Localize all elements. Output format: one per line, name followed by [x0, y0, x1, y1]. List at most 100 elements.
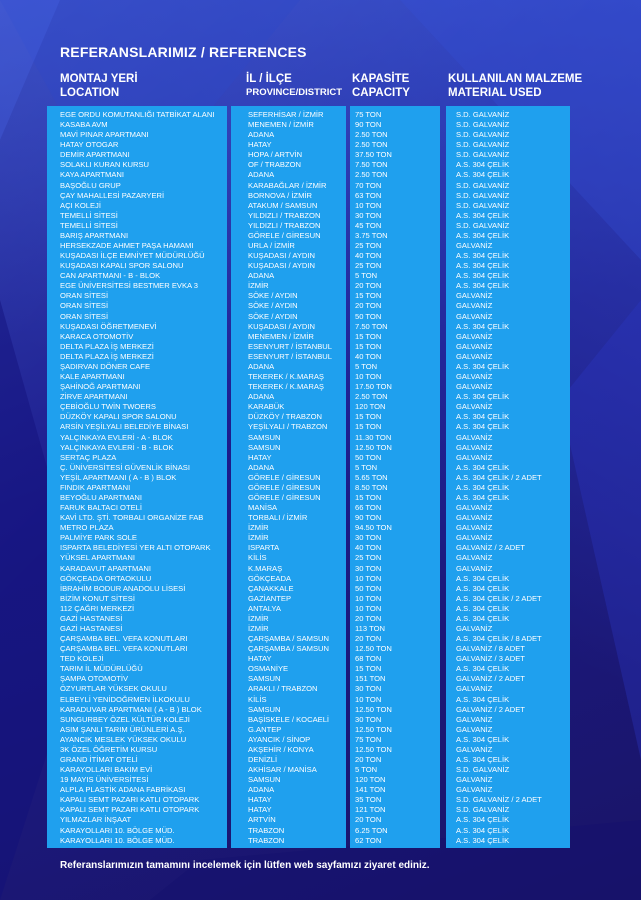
province-cell: GAZİANTEP [248, 593, 292, 603]
column-province-panel [231, 106, 346, 848]
location-cell: PALMİYE PARK SOLE [60, 533, 137, 543]
location-cell: ÇEBİOĞLU TWİN TWOERS [60, 402, 156, 412]
capacity-cell: 75 TON [355, 110, 382, 119]
table-row: MAVİ PINAR APARTMANI ADANA 2.50 TON S.D. GA… [0, 130, 641, 140]
province-cell: KARABAĞLAR / İZMİR [248, 180, 327, 190]
capacity-cell: 15 TON [355, 412, 382, 422]
table-row: DEMİR APARTMANI HOPA / ARTVİN 37.50 TON S.D… [0, 150, 641, 160]
province-cell: ISPARTA [248, 543, 280, 553]
material-cell: A.S. 304 ÇELİK [456, 492, 510, 502]
location-cell: KAYA APARTMANI [60, 170, 125, 180]
location-cell: AÇI KOLEJİ [60, 200, 101, 210]
province-cell: ADANA [248, 361, 275, 371]
location-cell: Ç. ÜNİVERSİTESİ GÜVENLİK BİNASI [60, 462, 190, 472]
capacity-cell: 20 TON [355, 281, 382, 291]
capacity-cell: 10 TON [355, 593, 382, 603]
table-row: KAPALI SEMT PAZARI KATLI OTOPARK HATAY 35 … [0, 795, 641, 805]
province-cell: GÖRELE / GİRESUN [248, 482, 321, 492]
location-cell: ORAN SİTESİ [60, 291, 109, 301]
table-row: ASIM ŞANLI TARIM ÜRÜNLERİ A.Ş. G.ANTEP 12.… [0, 725, 641, 735]
location-cell: ZİRVE APARTMANI [60, 392, 128, 402]
capacity-cell: 12.50 TON [355, 442, 392, 452]
province-cell: AYANCIK / SİNOP [248, 734, 311, 744]
material-cell: GALVANİZ / 8 ADET [456, 644, 525, 654]
province-cell: SAMSUN [248, 704, 281, 714]
location-cell: YALÇINKAYA EVLERİ - B - BLOK [60, 442, 174, 452]
table-row: DELTA PLAZA İŞ MERKEZİ ESENYURT / İSTANBU… [0, 342, 641, 352]
capacity-cell: 70 TON [355, 180, 382, 190]
capacity-cell: 151 TON [355, 674, 386, 684]
location-cell: ORAN SİTESİ [60, 311, 109, 321]
location-cell: KALE APARTMANI [60, 372, 125, 382]
table-row: KUŞADASI KAPALI SPOR SALONU KUŞADASI / AY… [0, 261, 641, 271]
capacity-cell: 20 TON [355, 613, 382, 623]
table-row: KARAYOLLARI BAKIM EVİ AKHİSAR / MANİSA 5 T… [0, 765, 641, 775]
capacity-cell: 15 TON [355, 492, 382, 502]
capacity-cell: 15 TON [355, 664, 382, 674]
table-row: BEYOĞLU APARTMANI GÖRELE / GİRESUN 15 TON A… [0, 493, 641, 503]
capacity-cell: 12.50 TON [355, 644, 392, 654]
capacity-cell: 40 TON [355, 543, 382, 553]
capacity-cell: 10 TON [355, 603, 382, 613]
material-cell: GALVANİZ [456, 775, 493, 785]
province-cell: ARAKLI / TRABZON [248, 684, 318, 694]
location-cell: ŞAHİNOĞ APARTMANI [60, 382, 141, 392]
capacity-cell: 15 TON [355, 331, 382, 341]
location-cell: KUŞADASI KAPALI SPOR SALONU [60, 261, 184, 271]
material-cell: A.S. 304 ÇELİK [456, 230, 510, 240]
table-row: KAPALI SEMT PAZARI KATLI OTOPARK HATAY 121… [0, 805, 641, 815]
location-cell: ELBEYLİ YENİDOĞRMEN İLKOKULU [60, 694, 190, 704]
capacity-cell: 30 TON [355, 563, 382, 573]
location-cell: METRO PLAZA [60, 523, 114, 533]
capacity-cell: 12.50 TON [355, 744, 392, 754]
material-cell: A.S. 304 ÇELİK [456, 835, 510, 845]
table-row: SUNGURBEY ÖZEL KÜLTÜR KOLEJİ BAŞİSKELE / … [0, 715, 641, 725]
location-cell: AYANCIK MESLEK YÜKSEK OKULU [60, 734, 187, 744]
capacity-cell: 68 TON [355, 654, 382, 664]
capacity-cell: 11.30 TON [355, 432, 392, 442]
material-cell: GALVANİZ [456, 341, 493, 351]
province-cell: YILDIZLI / TRABZON [248, 220, 321, 230]
province-cell: SAMSUN [248, 442, 281, 452]
material-cell: A.S. 304 ÇELİK [456, 462, 510, 472]
location-cell: BEYOĞLU APARTMANI [60, 492, 143, 502]
province-cell: DENİZLİ [248, 755, 278, 764]
province-cell: HATAY [248, 795, 272, 805]
table-row: TEMELLİ SİTESİ YILDIZLI / TRABZON 45 TON S.… [0, 221, 641, 231]
location-cell: DEMİR APARTMANI [60, 150, 130, 160]
province-cell: GÖKÇEADA [248, 573, 292, 583]
material-cell: GALVANİZ / 2 ADET [456, 674, 525, 684]
page-title: REFERANSLARIMIZ / REFERENCES [60, 44, 307, 60]
material-cell: A.S. 304 ÇELİK [456, 573, 510, 583]
capacity-cell: 141 TON [355, 785, 386, 795]
material-cell: A.S. 304 ÇELİK [456, 422, 510, 432]
capacity-cell: 5 TON [355, 271, 378, 281]
material-cell: A.S. 304 ÇELİK [456, 271, 510, 281]
location-cell: YALÇINKAYA EVLERİ - A - BLOK [60, 432, 173, 442]
province-cell: ESENYURT / İSTANBUL [248, 341, 332, 351]
material-cell: A.S. 304 ÇELİK [456, 412, 510, 422]
material-cell: A.S. 304 ÇELİK [456, 210, 510, 220]
province-cell: KİLİS [248, 553, 267, 563]
location-cell: 19 MAYIS ÜNİVERSİTESİ [60, 775, 149, 785]
capacity-cell: 45 TON [355, 220, 382, 230]
capacity-cell: 30 TON [355, 533, 382, 543]
capacity-cell: 30 TON [355, 714, 382, 724]
material-cell: GALVANİZ [456, 523, 493, 533]
capacity-cell: 20 TON [355, 755, 382, 764]
table-row: TED KOLEJİ HATAY 68 TON GALVANİZ / 3 ADET [0, 654, 641, 664]
table-row: ÇAY MAHALLESİ PAZARYERİ BORNOVA / İZMİR 63… [0, 191, 641, 201]
capacity-cell: 90 TON [355, 513, 382, 523]
material-cell: GALVANİZ / 2 ADET [456, 704, 525, 714]
material-cell: S.D. GALVANİZ [456, 150, 510, 160]
capacity-cell: 2.50 TON [355, 130, 388, 140]
location-cell: KUŞADASI ÖĞRETMENEVİ [60, 321, 157, 331]
province-cell: URLA / İZMİR [248, 241, 295, 251]
column-capacity-panel [350, 106, 440, 848]
location-cell: BİZİM KONUT SİTESİ [60, 593, 135, 603]
province-cell: TORBALI / İZMİR [248, 513, 308, 523]
province-cell: YILDIZLI / TRABZON [248, 210, 321, 220]
capacity-cell: 35 TON [355, 795, 382, 805]
capacity-cell: 10 TON [355, 573, 382, 583]
province-cell: ADANA [248, 130, 275, 140]
